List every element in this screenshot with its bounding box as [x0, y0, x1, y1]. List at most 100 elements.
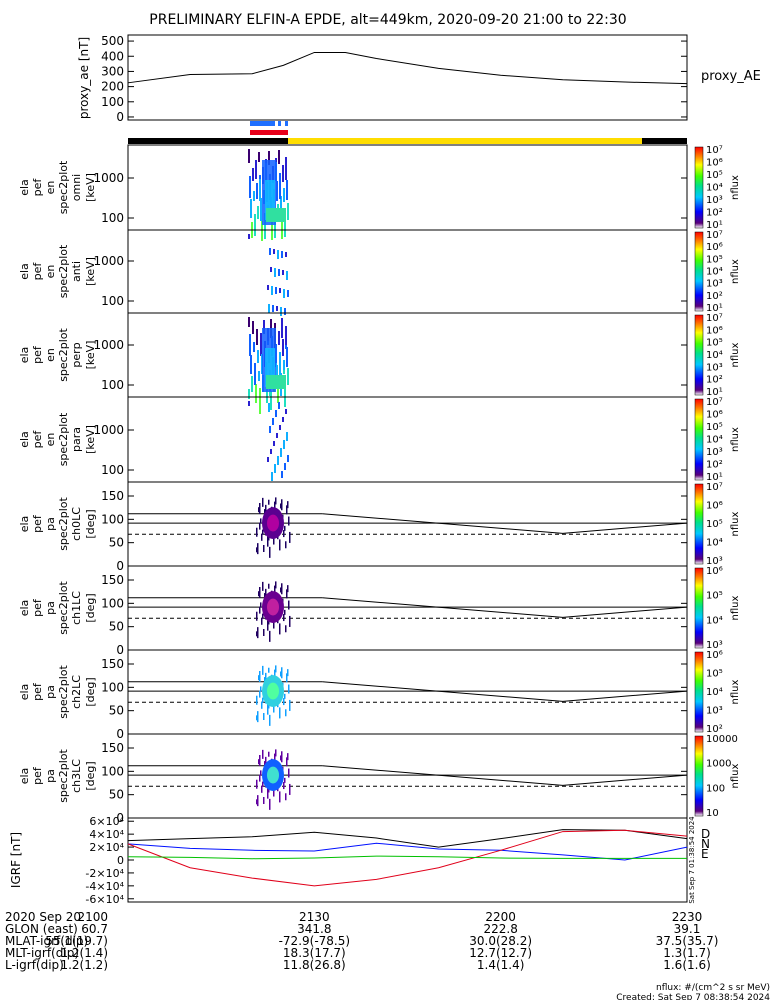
y-axis-label: spec2plot [57, 749, 70, 803]
spectrogram-cell [281, 471, 283, 478]
y-axis-label: ch3LC [70, 759, 83, 793]
spectrogram-cell [268, 751, 270, 757]
segment-bar-blue [250, 121, 275, 126]
spectrogram-cell [286, 432, 288, 441]
spectrogram-cell [282, 169, 284, 182]
y-tick-label: 0 [116, 110, 124, 124]
y-axis-label: perp [70, 342, 83, 367]
spectrogram-cell [285, 161, 287, 180]
y-axis-label: ela [18, 768, 31, 785]
spectrogram-cell [275, 497, 277, 505]
spectrogram-cell [282, 270, 284, 275]
colorbar: 10³ 10⁴ 10⁵ 10⁶ 10⁷ nflux [694, 482, 741, 567]
spectrogram-cell [259, 671, 261, 682]
y-axis-label: ela [18, 263, 31, 280]
y-axis-label: spec2plot [57, 160, 70, 214]
spectrogram-cell [253, 342, 255, 352]
spectrogram-cell [269, 546, 271, 558]
y-tick-label: 6×10⁴ [89, 815, 124, 828]
spectrogram-cell [281, 223, 283, 239]
spectrogram-cell [281, 751, 283, 763]
ephemeris-cell: 12.7(12.7) [469, 946, 532, 960]
spectrogram-cell [280, 307, 282, 316]
spectrogram-core [267, 514, 279, 532]
y-tick-label: 100 [101, 378, 124, 392]
spectrogram-cell [288, 600, 290, 610]
spectrogram-cell [269, 426, 271, 433]
spectrogram-cell [269, 248, 271, 255]
spectrogram-cell [285, 252, 287, 257]
spectrogram-cell [248, 389, 250, 399]
y-tick-label: 100 [101, 294, 124, 308]
spectrogram-cell [263, 320, 265, 330]
spectrogram-cell [284, 215, 286, 237]
colorbar-tick-label: 10⁴ [706, 183, 723, 194]
spectrogram-cell [265, 588, 267, 596]
y-axis-label: ela [18, 684, 31, 701]
spectrogram-cell [269, 630, 271, 642]
spectrogram-cell [251, 376, 253, 392]
spectrogram-cell [258, 675, 260, 681]
spectrogram-cell [283, 192, 285, 202]
colorbar-gradient [694, 231, 704, 312]
loss-cone-line [322, 513, 688, 534]
spectrogram-cell [284, 381, 286, 403]
spectrogram-cell [284, 463, 286, 470]
spectrogram-cell [278, 402, 280, 409]
colorbar-label: nflux [730, 175, 741, 200]
series-line-proxy-ae [127, 51, 688, 85]
spectrogram-cell [250, 199, 252, 218]
y-tick-label: 50 [109, 704, 124, 718]
spectrogram-cell [287, 501, 289, 509]
spectrogram-cell [270, 267, 272, 272]
spectrogram-cell [263, 545, 265, 552]
spectrogram-cell [283, 614, 285, 622]
ephemeris-cell: MLT-igrf(dip) [5, 946, 79, 960]
spectrogram-core [267, 598, 279, 616]
colorbar-label: nflux [730, 259, 741, 284]
spectrogram-cell [265, 756, 267, 764]
spectrogram-cell [277, 386, 279, 399]
y-tick-label: -4×10⁴ [85, 880, 124, 893]
y-axis-label: pef [31, 514, 44, 533]
colorbar-label: nflux [730, 679, 741, 704]
ephemeris-cell: MLAT-igrf(dip) [5, 934, 88, 948]
spectrogram-cell [286, 673, 288, 683]
spectrogram-cell [273, 249, 275, 254]
spectrogram-cell [274, 585, 276, 595]
y-tick-label: 100 [101, 512, 124, 526]
ephemeris-cell: 1.2(1.2) [60, 958, 108, 972]
y-tick-label: 0 [117, 854, 124, 867]
axes-frame [127, 229, 688, 314]
spectrogram-cell [262, 497, 264, 507]
spectrogram-cell [259, 587, 261, 598]
spectrogram-cell [262, 697, 264, 703]
colorbar-tick-label: 10000 [706, 734, 738, 745]
spectrogram-cell [275, 581, 277, 589]
spectrogram-cell [255, 160, 257, 179]
spectrogram-core [267, 766, 279, 784]
spectrogram-cell [267, 787, 269, 799]
spectrogram-cell [276, 365, 278, 381]
y-axis-label: [deg] [84, 593, 97, 622]
spectrogram-cell [274, 216, 276, 238]
orbit-bar-yellow [288, 138, 642, 144]
y-axis-label: spec2plot [57, 244, 70, 298]
spectrogram-core [266, 375, 286, 389]
colorbar-tick-label: 10⁴ [706, 538, 723, 549]
colorbar-label: nflux [730, 763, 741, 788]
spectrogram-cell [286, 505, 288, 515]
spectrogram-cell [285, 709, 287, 717]
y-tick-label: 200 [101, 80, 124, 94]
spectrogram-cell [287, 368, 289, 381]
colorbar-tick-label: 10² [706, 460, 723, 471]
spectrogram-cell [249, 334, 251, 356]
spectrogram-cell [279, 623, 281, 635]
y-axis-label: spec2plot [57, 665, 70, 719]
ephemeris-cell: 1.2(1.4) [60, 946, 108, 960]
y-axis-label: pef [31, 430, 44, 449]
spectrogram-cell [268, 304, 270, 313]
y-axis-label: pef [31, 682, 44, 701]
